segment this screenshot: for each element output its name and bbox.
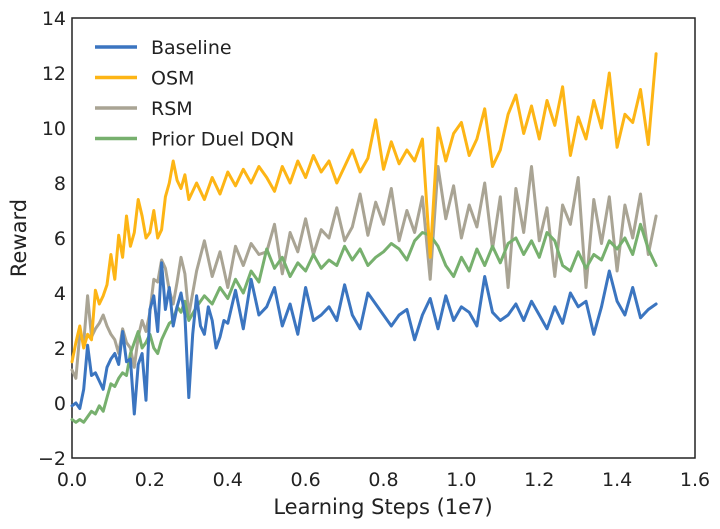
x-tick-label: 1.2: [524, 469, 554, 491]
tick-layer: 0.0 0.2 0.4 0.6 0.8 1.0 1.2 1.4 1.6 −2 0 2 4 6 8 10 12 14: [38, 8, 710, 491]
series-layer: [70, 52, 658, 424]
x-axis-title: Learning Steps (1e7): [273, 495, 492, 519]
x-tick-label: 0.0: [57, 469, 87, 491]
x-tick-label: 1.0: [446, 469, 476, 491]
y-tick-label: 0: [54, 393, 66, 415]
series-line-osm: [70, 52, 658, 364]
x-tick-label: 1.6: [680, 469, 710, 491]
y-tick-label: 6: [54, 228, 66, 250]
y-tick-label: 2: [54, 338, 66, 360]
legend-label: RSM: [151, 98, 193, 120]
series-line-rsm: [70, 165, 658, 380]
legend-label: Baseline: [151, 37, 232, 59]
legend-label: OSM: [151, 68, 194, 90]
y-tick-label: 12: [42, 63, 66, 85]
y-tick-label: 14: [42, 8, 66, 30]
y-tick-label: 8: [54, 173, 66, 195]
x-tick-label: 0.6: [291, 469, 321, 491]
x-tick-label: 1.4: [602, 469, 632, 491]
x-tick-label: 0.4: [213, 469, 243, 491]
x-tick-label: 0.8: [368, 469, 398, 491]
legend-label: Prior Duel DQN: [151, 129, 294, 151]
legend: Baseline OSM RSM Prior Duel DQN: [95, 37, 294, 151]
y-tick-label: 4: [54, 283, 66, 305]
series-line-baseline: [70, 261, 658, 416]
y-axis-title: Reward: [7, 199, 31, 277]
y-tick-label: 10: [42, 118, 66, 140]
series-line-prior-duel-dqn: [70, 222, 658, 424]
x-tick-label: 0.2: [135, 469, 165, 491]
y-tick-label: −2: [38, 448, 66, 470]
plot-frame: [71, 17, 696, 459]
